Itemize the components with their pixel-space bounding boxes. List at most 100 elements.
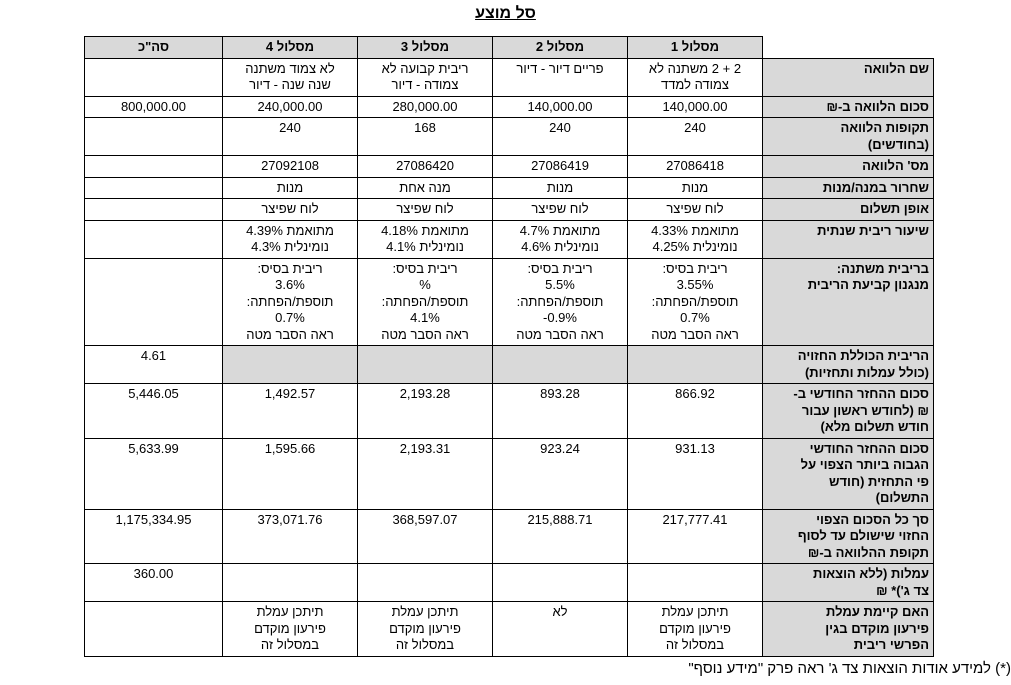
cell-track4	[222, 345, 358, 384]
cell-track4: 240	[222, 117, 358, 156]
table-row-payment-method: אופן תשלום לוח שפיצר לוח שפיצר לוח שפיצר…	[84, 198, 934, 221]
column-header-track1: מסלול 1	[627, 36, 763, 59]
cell-track4: 27092108	[222, 155, 358, 178]
cell-track3	[357, 345, 493, 384]
cell-track4: תיתכן עמלת פירעון מוקדם במסלול זה	[222, 601, 358, 657]
cell-track2	[492, 345, 628, 384]
cell-track1: 866.92	[627, 383, 763, 439]
cell-total	[84, 176, 223, 199]
table-row-annual-interest: שיעור ריבית שנתית מתואמת 4.33% נומינלית …	[84, 219, 934, 259]
cell-total	[84, 117, 223, 156]
row-label: סכום ההחזר החודשי הגבוה ביותר הצפוי על פ…	[762, 437, 934, 510]
footnote-text: (*) למידע אודות הוצאות צד ג' ראה פרק "מי…	[688, 659, 1011, 677]
cell-track1: 240	[627, 117, 763, 156]
row-label: סכום הלוואה ב-₪	[762, 95, 934, 118]
row-label: מס' הלוואה	[762, 155, 934, 178]
cell-track1: לוח שפיצר	[627, 198, 763, 221]
cell-track1: ריבית בסיס: 3.55% תוספת/הפחתה: 0.7% ראה …	[627, 257, 763, 346]
cell-total	[84, 219, 223, 259]
cell-total: 360.00	[84, 563, 223, 602]
cell-total: 5,446.05	[84, 383, 223, 439]
cell-track3: מנה אחת	[357, 176, 493, 199]
cell-track3: 168	[357, 117, 493, 156]
cell-track1: 217,777.41	[627, 508, 763, 564]
cell-track4: 373,071.76	[222, 508, 358, 564]
cell-track2	[492, 563, 628, 602]
cell-total	[84, 257, 223, 346]
table-row-release: שחרור במנה/מנות מנות מנות מנה אחת מנות	[84, 176, 934, 199]
cell-track4: ריבית בסיס: 3.6% תוספת/הפחתה: 0.7% ראה ה…	[222, 257, 358, 346]
row-label: תקופות הלוואה (בחודשים)	[762, 117, 934, 156]
cell-track2: פריים דיור - דיור	[492, 57, 628, 97]
table-row-loan-period: תקופות הלוואה (בחודשים) 240 240 168 240	[84, 117, 934, 156]
row-label: סך כל הסכום הצפוי החזוי שישולם עד לסוף ת…	[762, 508, 934, 564]
table-row-loan-number: מס' הלוואה 27086418 27086419 27086420 27…	[84, 155, 934, 178]
cell-track2: לוח שפיצר	[492, 198, 628, 221]
table-row-loan-amount: סכום הלוואה ב-₪ 140,000.00 140,000.00 28…	[84, 95, 934, 118]
cell-track1: 140,000.00	[627, 95, 763, 118]
cell-track1	[627, 345, 763, 384]
cell-track3: 27086420	[357, 155, 493, 178]
cell-track4: מתואמת 4.39% נומינלית 4.3%	[222, 219, 358, 259]
row-label: אופן תשלום	[762, 198, 934, 221]
row-label: בריבית משתנה: מנגנון קביעת הריבית	[762, 257, 934, 346]
cell-track3: לוח שפיצר	[357, 198, 493, 221]
cell-total: 5,633.99	[84, 437, 223, 510]
cell-total	[84, 601, 223, 657]
cell-track3: 2,193.28	[357, 383, 493, 439]
cell-track2: לא	[492, 601, 628, 657]
row-label: שחרור במנה/מנות	[762, 176, 934, 199]
cell-track4: לוח שפיצר	[222, 198, 358, 221]
loan-comparison-table: מסלול 1 מסלול 2 מסלול 3 מסלול 4 סה"כ שם …	[84, 36, 934, 657]
cell-track4: לא צמוד משתנה שנה שנה - דיור	[222, 57, 358, 97]
table-row-total-expected-payment: סך כל הסכום הצפוי החזוי שישולם עד לסוף ת…	[84, 508, 934, 564]
row-label: שם הלוואה	[762, 57, 934, 97]
cell-track2: 893.28	[492, 383, 628, 439]
column-header-track2: מסלול 2	[492, 36, 628, 59]
row-label: סכום ההחזר החודשי ב- ₪ (לחודש ראשון עבור…	[762, 383, 934, 439]
cell-track3: תיתכן עמלת פירעון מוקדם במסלול זה	[357, 601, 493, 657]
cell-total: 800,000.00	[84, 95, 223, 118]
cell-total: 1,175,334.95	[84, 508, 223, 564]
table-row-variable-rate-mechanism: בריבית משתנה: מנגנון קביעת הריבית ריבית …	[84, 257, 934, 346]
cell-track2: 923.24	[492, 437, 628, 510]
table-row-highest-monthly-payment: סכום ההחזר החודשי הגבוה ביותר הצפוי על פ…	[84, 437, 934, 510]
cell-track2: 215,888.71	[492, 508, 628, 564]
table-row-prepayment-fee: האם קיימת עמלת פירעון מוקדם בגין הפרשי ר…	[84, 601, 934, 657]
table-header-row: מסלול 1 מסלול 2 מסלול 3 מסלול 4 סה"כ	[84, 36, 934, 59]
table-row-fees: עמלות (ללא הוצאות צד ג')* ₪ 360.00	[84, 563, 934, 602]
cell-total	[84, 57, 223, 97]
cell-track4: מנות	[222, 176, 358, 199]
cell-track3	[357, 563, 493, 602]
cell-total: 4.61	[84, 345, 223, 384]
table-row-total-forecast-rate: הריבית הכוללת החזויה (כולל עמלות ותחזיות…	[84, 345, 934, 384]
cell-track3: 368,597.07	[357, 508, 493, 564]
row-label: האם קיימת עמלת פירעון מוקדם בגין הפרשי ר…	[762, 601, 934, 657]
cell-track2: ריבית בסיס: 5.5% תוספת/הפחתה: ‎-0.9% ראה…	[492, 257, 628, 346]
row-label: עמלות (ללא הוצאות צד ג')* ₪	[762, 563, 934, 602]
cell-track3: ריבית בסיס: % תוספת/הפחתה: 4.1% ראה הסבר…	[357, 257, 493, 346]
footnote: (*) למידע אודות הוצאות צד ג' ראה פרק "מי…	[0, 660, 1011, 678]
corner-empty-cell	[763, 37, 934, 59]
cell-track2: מנות	[492, 176, 628, 199]
cell-track4: 1,595.66	[222, 437, 358, 510]
page-title: סל מוצע	[475, 5, 536, 22]
cell-track1: 27086418	[627, 155, 763, 178]
table-row-loan-name: שם הלוואה 2 + 2 משתנה לא צמודה למדד פריי…	[84, 57, 934, 97]
cell-track2: מתואמת 4.7% נומינלית 4.6%	[492, 219, 628, 259]
cell-track2: 140,000.00	[492, 95, 628, 118]
column-header-track4: מסלול 4	[222, 36, 358, 59]
cell-track1: 931.13	[627, 437, 763, 510]
cell-track4: 240,000.00	[222, 95, 358, 118]
cell-track2: 27086419	[492, 155, 628, 178]
cell-track1: מנות	[627, 176, 763, 199]
cell-track3: ריבית קבועה לא צמודה - דיור	[357, 57, 493, 97]
cell-total	[84, 198, 223, 221]
cell-track1: 2 + 2 משתנה לא צמודה למדד	[627, 57, 763, 97]
cell-track1: מתואמת 4.33% נומינלית 4.25%	[627, 219, 763, 259]
cell-track1	[627, 563, 763, 602]
cell-track1: תיתכן עמלת פירעון מוקדם במסלול זה	[627, 601, 763, 657]
row-label: הריבית הכוללת החזויה (כולל עמלות ותחזיות…	[762, 345, 934, 384]
cell-track3: מתואמת 4.18% נומינלית 4.1%	[357, 219, 493, 259]
